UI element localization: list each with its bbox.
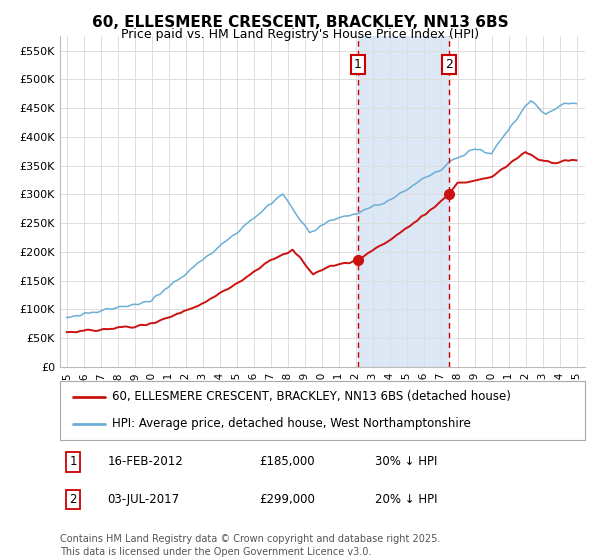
- Text: 60, ELLESMERE CRESCENT, BRACKLEY, NN13 6BS (detached house): 60, ELLESMERE CRESCENT, BRACKLEY, NN13 6…: [113, 390, 511, 403]
- Text: 03-JUL-2017: 03-JUL-2017: [107, 493, 179, 506]
- Text: 2: 2: [445, 58, 453, 71]
- Text: 16-FEB-2012: 16-FEB-2012: [107, 455, 183, 468]
- Text: Contains HM Land Registry data © Crown copyright and database right 2025.
This d: Contains HM Land Registry data © Crown c…: [60, 534, 440, 557]
- Text: Price paid vs. HM Land Registry's House Price Index (HPI): Price paid vs. HM Land Registry's House …: [121, 28, 479, 41]
- Text: £185,000: £185,000: [260, 455, 315, 468]
- Text: 20% ↓ HPI: 20% ↓ HPI: [375, 493, 437, 506]
- Text: 30% ↓ HPI: 30% ↓ HPI: [375, 455, 437, 468]
- Text: 1: 1: [354, 58, 362, 71]
- Bar: [358, 36, 449, 367]
- Text: 1: 1: [70, 455, 77, 468]
- Text: 60, ELLESMERE CRESCENT, BRACKLEY, NN13 6BS: 60, ELLESMERE CRESCENT, BRACKLEY, NN13 6…: [92, 15, 508, 30]
- Text: £299,000: £299,000: [260, 493, 316, 506]
- Text: 2: 2: [70, 493, 77, 506]
- Text: HPI: Average price, detached house, West Northamptonshire: HPI: Average price, detached house, West…: [113, 417, 471, 430]
